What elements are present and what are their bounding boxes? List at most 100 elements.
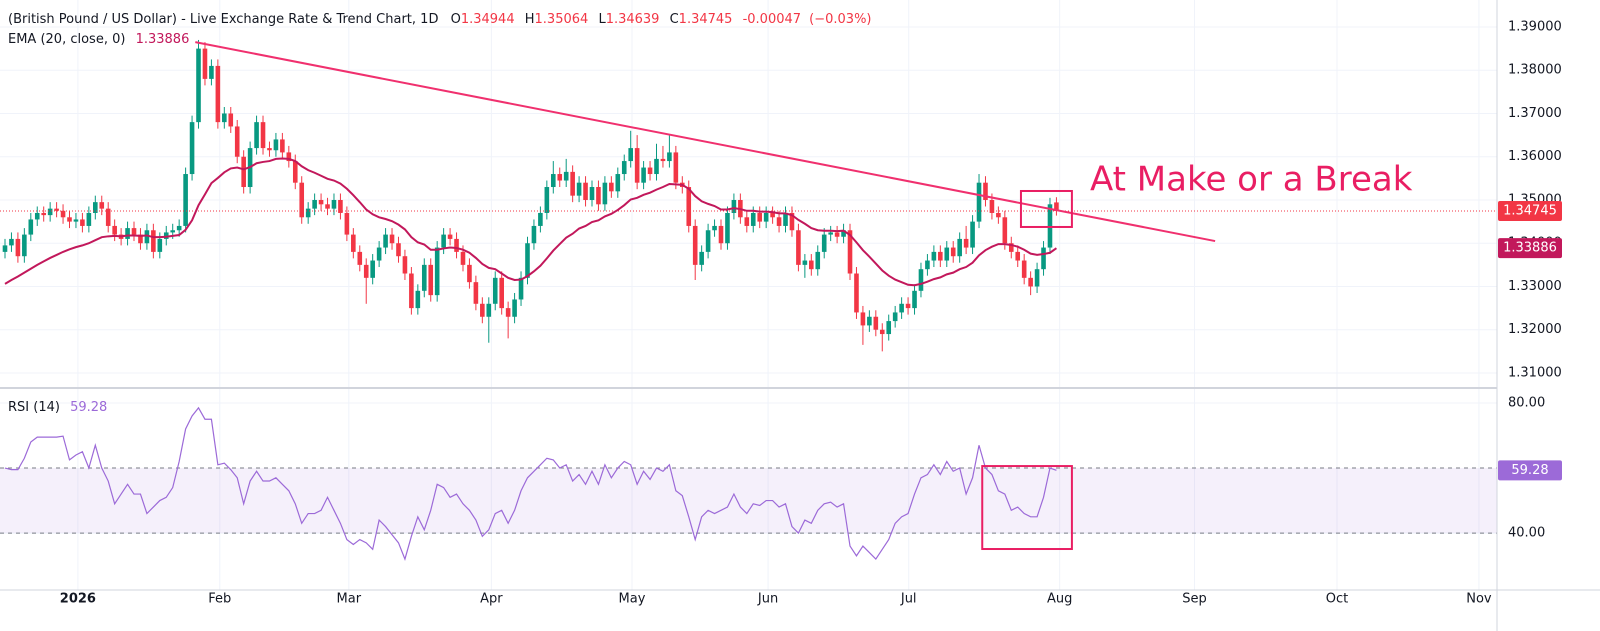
- candle-body: [1021, 260, 1027, 278]
- y-tick-label: 1.33000: [1508, 279, 1562, 294]
- rsi-name: RSI (14): [8, 400, 60, 415]
- candle-body: [499, 277, 504, 309]
- candle-body: [744, 217, 750, 226]
- candle-body: [899, 303, 904, 313]
- ohlc-label: O: [451, 12, 461, 27]
- x-tick-label: Jun: [757, 592, 778, 607]
- candle-body: [144, 230, 150, 244]
- candle-body: [918, 269, 924, 291]
- candle-body: [151, 230, 156, 252]
- candle-body: [802, 260, 808, 265]
- candle-body: [660, 158, 666, 162]
- candle-body: [615, 174, 621, 192]
- candle-body: [557, 174, 563, 181]
- candle-body: [570, 171, 575, 196]
- candle-body: [544, 187, 550, 213]
- candle-body: [757, 212, 763, 222]
- rsi-band: [0, 468, 1497, 534]
- x-tick-label: Sep: [1182, 592, 1207, 607]
- candle-body: [776, 217, 782, 226]
- candle-body: [273, 139, 279, 151]
- change-value: -0.00047: [743, 12, 801, 27]
- candle-body: [563, 171, 569, 181]
- candle-body: [873, 316, 879, 330]
- candle-body: [409, 273, 414, 309]
- candle-body: [576, 182, 582, 196]
- candle-body: [428, 264, 434, 296]
- ema-legend: EMA (20, close, 0) 1.33886: [8, 32, 189, 47]
- candle-body: [131, 228, 137, 235]
- candle-body: [609, 182, 614, 192]
- candle-body: [750, 212, 756, 226]
- candle-body: [383, 234, 388, 248]
- candle-body: [647, 167, 653, 175]
- candle-body: [525, 243, 530, 278]
- candle-body: [99, 202, 105, 209]
- x-tick-label: Mar: [337, 592, 362, 607]
- candle-body: [512, 299, 517, 317]
- x-tick-label: Apr: [480, 592, 503, 607]
- trendline: [195, 41, 1216, 243]
- candle-body: [789, 212, 795, 231]
- candle-body: [621, 161, 627, 175]
- candle-body: [80, 219, 85, 226]
- candle-body: [783, 212, 788, 226]
- y-tick-label: 1.38000: [1508, 63, 1562, 78]
- candle-body: [299, 182, 305, 218]
- candle-body: [1008, 243, 1014, 252]
- candle-body: [215, 65, 221, 123]
- candle-body: [1002, 217, 1008, 244]
- candle-body: [486, 303, 492, 317]
- candle-body: [1041, 247, 1046, 270]
- candle-body: [331, 199, 337, 209]
- candle-body: [260, 122, 266, 149]
- y-tick-label: 1.36000: [1508, 149, 1562, 164]
- highlight-box: [1019, 189, 1073, 228]
- candle-body: [189, 122, 195, 175]
- candle-body: [602, 182, 608, 205]
- candle-body: [970, 221, 975, 248]
- candle-body: [312, 199, 317, 209]
- candle-body: [538, 212, 543, 226]
- candle-body: [944, 247, 950, 261]
- candle-body: [550, 174, 556, 188]
- open-value: 1.34944: [461, 12, 515, 27]
- candle-body: [847, 230, 853, 274]
- candle-body: [796, 230, 801, 265]
- chart-title: (British Pound / US Dollar) - Live Excha…: [8, 12, 438, 27]
- candle-body: [389, 234, 395, 244]
- ohlc-label: C: [670, 12, 679, 27]
- candle-body: [492, 277, 498, 304]
- candle-body: [963, 238, 969, 248]
- candle-body: [434, 247, 440, 296]
- candle-body: [1054, 202, 1059, 212]
- candle-body: [628, 148, 633, 162]
- candle-body: [234, 126, 240, 157]
- candle-body: [699, 251, 704, 265]
- candle-body: [86, 212, 92, 226]
- candle-body: [202, 48, 208, 79]
- ema-tag-bg: [1498, 238, 1562, 259]
- low-value: 1.34639: [606, 12, 660, 27]
- candle-body: [505, 308, 511, 317]
- ohlc-label: L: [598, 12, 606, 27]
- candle-body: [467, 264, 472, 283]
- x-tick-label: Nov: [1466, 592, 1492, 607]
- rsi-legend: RSI (14) 59.28: [8, 400, 107, 415]
- y-tick-label: 1.32000: [1508, 322, 1562, 337]
- candle-body: [673, 152, 679, 183]
- candle-body: [634, 148, 640, 183]
- x-tick-label: Aug: [1047, 592, 1072, 607]
- candle-body: [73, 219, 79, 222]
- candle-body: [712, 225, 717, 231]
- candle-body: [196, 48, 201, 123]
- plot: [0, 39, 1497, 561]
- candle-body: [421, 264, 427, 291]
- candle-body: [1028, 277, 1033, 287]
- candle-body: [641, 167, 646, 183]
- candle-body: [473, 282, 479, 304]
- high-value: 1.35064: [535, 12, 589, 27]
- candle-body: [286, 152, 292, 162]
